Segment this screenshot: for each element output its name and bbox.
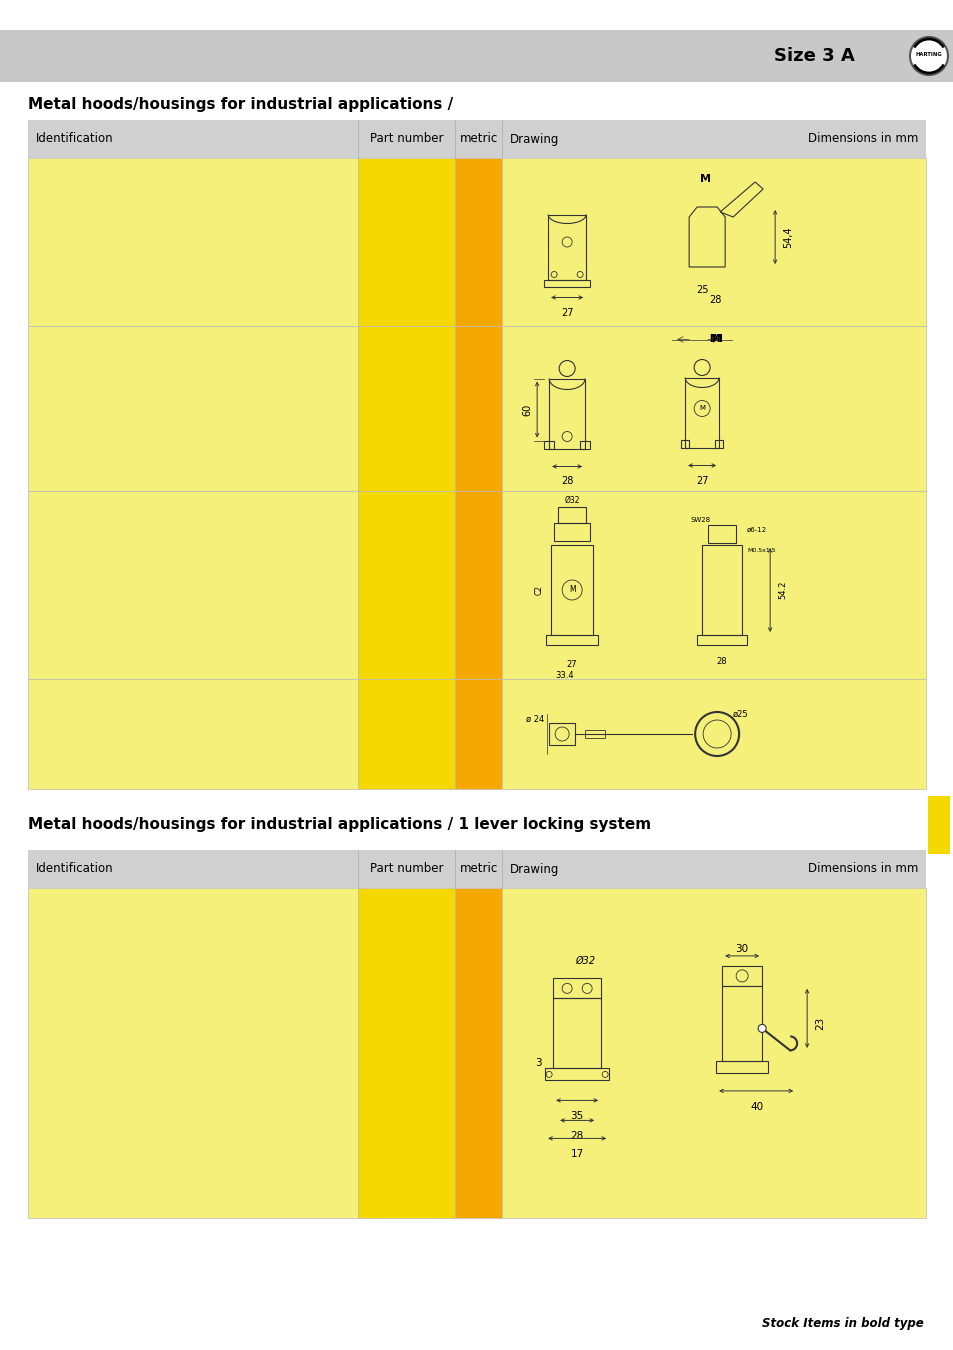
Bar bbox=[455, 888, 501, 1218]
Bar bbox=[927, 795, 949, 853]
Text: Identification: Identification bbox=[36, 863, 113, 876]
Text: 3: 3 bbox=[535, 1058, 541, 1068]
Bar bbox=[558, 508, 585, 522]
Text: HARTING: HARTING bbox=[915, 51, 942, 57]
Bar bbox=[543, 440, 554, 448]
Text: 27: 27 bbox=[695, 475, 708, 486]
Bar bbox=[501, 888, 925, 1218]
Bar bbox=[549, 378, 584, 448]
Bar bbox=[684, 378, 719, 447]
Text: SW28: SW28 bbox=[689, 517, 710, 522]
Text: C2: C2 bbox=[534, 585, 543, 595]
Bar bbox=[28, 325, 358, 491]
Bar bbox=[545, 634, 598, 645]
Text: Part number: Part number bbox=[370, 132, 443, 146]
Text: 28: 28 bbox=[560, 477, 573, 486]
Text: 33.4: 33.4 bbox=[555, 671, 573, 680]
Bar bbox=[455, 325, 501, 491]
Text: 54.2: 54.2 bbox=[778, 580, 786, 599]
Bar bbox=[501, 325, 925, 491]
Bar bbox=[358, 679, 455, 788]
Bar bbox=[455, 158, 501, 325]
Text: Metal hoods/housings for industrial applications / 1 lever locking system: Metal hoods/housings for industrial appl… bbox=[28, 817, 651, 832]
Bar bbox=[501, 158, 925, 325]
Bar bbox=[358, 888, 455, 1218]
Bar bbox=[455, 491, 501, 679]
Text: Part number: Part number bbox=[370, 863, 443, 876]
Text: 35: 35 bbox=[570, 1111, 583, 1122]
Text: M: M bbox=[699, 405, 704, 412]
Text: Metal hoods/housings for industrial applications /: Metal hoods/housings for industrial appl… bbox=[28, 97, 453, 112]
Bar bbox=[28, 888, 358, 1218]
Bar bbox=[358, 491, 455, 679]
Text: Drawing: Drawing bbox=[510, 132, 558, 146]
Text: Ø32: Ø32 bbox=[575, 956, 595, 965]
Text: ø 24: ø 24 bbox=[525, 714, 544, 724]
Bar bbox=[715, 440, 722, 447]
Text: Ø32: Ø32 bbox=[564, 495, 579, 505]
Bar bbox=[553, 979, 600, 999]
Text: 23: 23 bbox=[814, 1017, 824, 1030]
Text: 17: 17 bbox=[570, 1149, 583, 1160]
Text: metric: metric bbox=[459, 132, 497, 146]
Bar bbox=[701, 545, 741, 634]
Text: Dimensions in mm: Dimensions in mm bbox=[807, 132, 917, 146]
Bar bbox=[721, 965, 761, 986]
Bar bbox=[0, 30, 953, 82]
Bar bbox=[549, 724, 575, 745]
Bar bbox=[543, 279, 590, 286]
Text: M: M bbox=[568, 586, 575, 594]
Bar bbox=[501, 491, 925, 679]
Bar bbox=[680, 440, 688, 447]
Text: Drawing: Drawing bbox=[510, 863, 558, 876]
Text: M: M bbox=[699, 174, 710, 184]
Bar bbox=[551, 545, 593, 634]
Circle shape bbox=[758, 1025, 765, 1033]
Text: ø6-12: ø6-12 bbox=[746, 526, 766, 533]
Text: 28: 28 bbox=[708, 296, 720, 305]
Text: 54,4: 54,4 bbox=[782, 227, 792, 248]
Text: metric: metric bbox=[459, 863, 497, 876]
Bar bbox=[697, 634, 746, 645]
Text: 27: 27 bbox=[566, 660, 577, 670]
Bar bbox=[358, 158, 455, 325]
Text: Identification: Identification bbox=[36, 132, 113, 146]
Bar bbox=[455, 679, 501, 788]
Bar bbox=[584, 730, 604, 738]
Text: M0.5x1.5: M0.5x1.5 bbox=[746, 548, 775, 552]
Text: 30: 30 bbox=[735, 944, 748, 954]
Bar bbox=[554, 522, 590, 541]
Bar bbox=[544, 1068, 609, 1080]
Bar bbox=[553, 999, 600, 1068]
Text: 27: 27 bbox=[560, 308, 573, 317]
Bar bbox=[28, 158, 358, 325]
Text: M: M bbox=[701, 335, 720, 344]
Text: Stock Items in bold type: Stock Items in bold type bbox=[761, 1318, 923, 1330]
Text: ø25: ø25 bbox=[732, 710, 747, 718]
Bar bbox=[28, 491, 358, 679]
Circle shape bbox=[909, 36, 947, 76]
Bar bbox=[501, 679, 925, 788]
Text: Size 3 A: Size 3 A bbox=[774, 47, 854, 65]
Text: 40: 40 bbox=[750, 1102, 763, 1112]
Bar bbox=[28, 850, 925, 888]
Text: M: M bbox=[711, 335, 722, 344]
Bar bbox=[716, 1061, 767, 1073]
Bar bbox=[548, 215, 585, 279]
Text: 60: 60 bbox=[521, 404, 532, 416]
Text: 25: 25 bbox=[695, 285, 708, 296]
Bar bbox=[707, 525, 736, 543]
Bar bbox=[28, 679, 358, 788]
Bar bbox=[358, 325, 455, 491]
Text: Dimensions in mm: Dimensions in mm bbox=[807, 863, 917, 876]
Bar bbox=[579, 440, 590, 448]
Bar bbox=[721, 986, 761, 1061]
Text: 28: 28 bbox=[570, 1131, 583, 1141]
Text: 28: 28 bbox=[716, 657, 727, 666]
Bar bbox=[28, 120, 925, 158]
